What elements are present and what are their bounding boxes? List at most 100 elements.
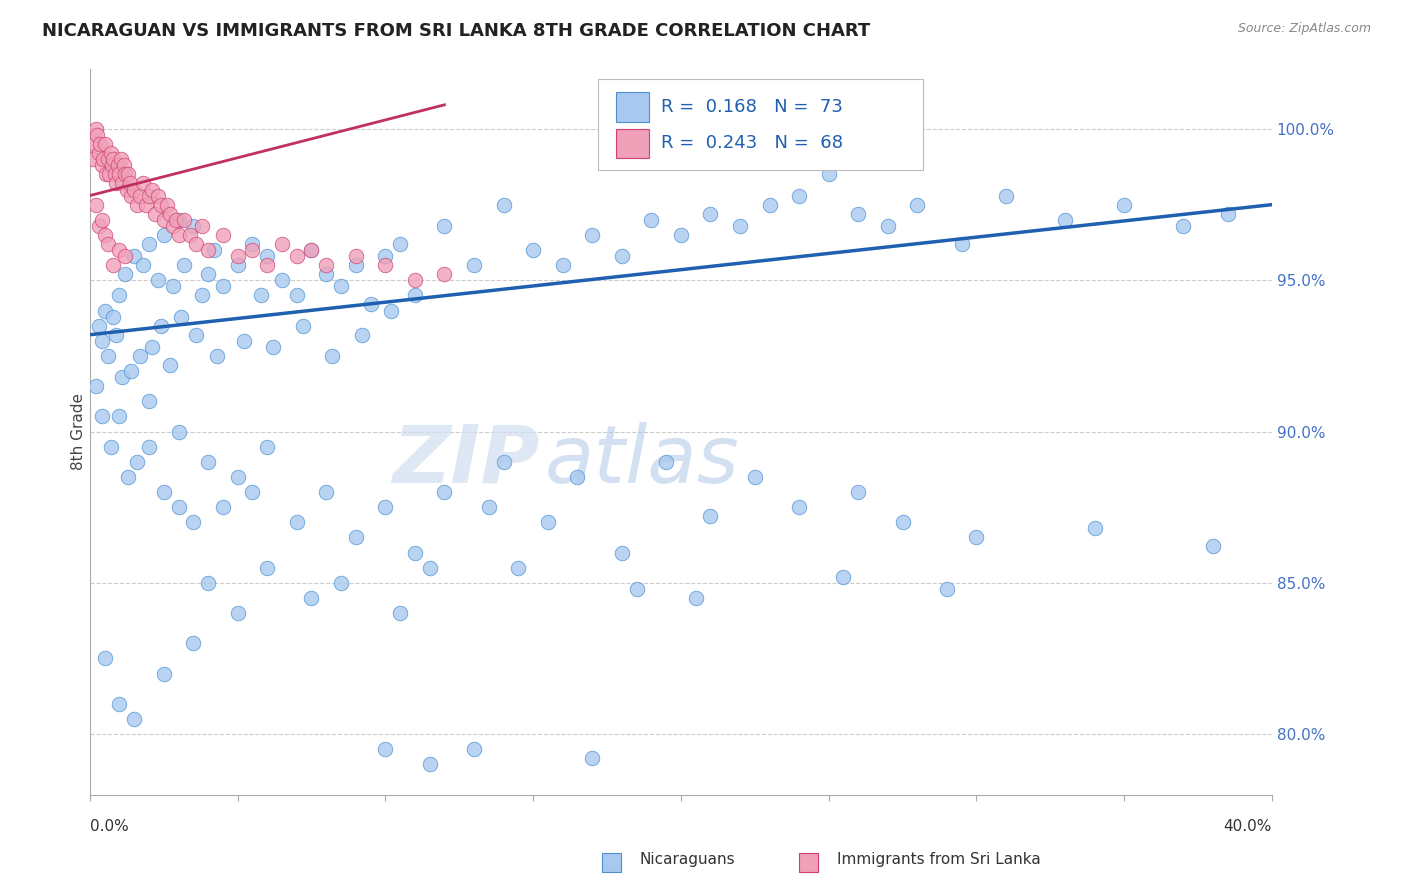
Point (191, 219, 214, 233)
Point (173, 212, 195, 227)
Point (97, 349, 120, 363)
Point (127, 197, 149, 211)
Point (138, 237, 160, 252)
Point (522, 243, 544, 257)
Point (108, 168, 131, 182)
Point (744, 470, 766, 484)
Point (1216, 207, 1239, 221)
Point (787, 500, 810, 515)
Point (167, 425, 190, 439)
Point (360, 297, 382, 311)
Point (315, 258, 337, 272)
Point (181, 515, 204, 529)
Point (226, 258, 249, 272)
Point (159, 207, 181, 221)
Point (97, 237, 120, 252)
Point (179, 227, 201, 242)
Point (90, 158, 112, 172)
Point (84, 122, 107, 136)
Text: Nicaraguans: Nicaraguans (640, 852, 735, 867)
Point (419, 757, 441, 772)
Point (117, 168, 139, 182)
Point (965, 530, 987, 544)
Point (152, 666, 174, 681)
Point (107, 158, 129, 172)
Point (301, 243, 323, 257)
Point (141, 182, 163, 196)
Point (115, 182, 138, 196)
Point (93, 227, 115, 242)
Point (138, 440, 160, 454)
Point (170, 310, 193, 324)
Point (90, 212, 112, 227)
Point (758, 197, 780, 211)
Point (191, 288, 214, 302)
Point (197, 267, 219, 281)
Point (699, 509, 721, 524)
Point (138, 394, 160, 409)
Point (846, 485, 869, 500)
Point (202, 243, 225, 257)
Point (211, 227, 233, 242)
Point (374, 249, 396, 263)
Point (492, 455, 515, 469)
Point (242, 237, 264, 252)
Point (152, 227, 174, 242)
Point (256, 258, 278, 272)
Point (84, 197, 107, 211)
Point (97, 153, 120, 167)
Point (105, 327, 128, 342)
Point (846, 207, 869, 221)
Text: Immigrants from Sri Lanka: Immigrants from Sri Lanka (837, 852, 1040, 867)
Text: NICARAGUAN VS IMMIGRANTS FROM SRI LANKA 8TH GRADE CORRELATION CHART: NICARAGUAN VS IMMIGRANTS FROM SRI LANKA … (42, 22, 870, 40)
Text: ZIP: ZIP (392, 422, 538, 500)
Point (135, 197, 157, 211)
Point (146, 273, 169, 287)
Point (120, 188, 142, 202)
Point (950, 237, 973, 252)
Point (108, 409, 131, 424)
Point (655, 455, 678, 469)
FancyBboxPatch shape (598, 79, 924, 170)
Point (105, 177, 128, 191)
Point (669, 227, 692, 242)
Point (551, 258, 574, 272)
Point (380, 303, 402, 318)
Point (226, 249, 249, 263)
Point (87, 219, 110, 233)
Point (699, 207, 721, 221)
Point (301, 591, 323, 605)
Point (167, 500, 190, 515)
Text: R =  0.243   N =  68: R = 0.243 N = 68 (661, 135, 842, 153)
Point (935, 582, 957, 596)
Point (162, 279, 184, 293)
Text: Source: ZipAtlas.com: Source: ZipAtlas.com (1237, 22, 1371, 36)
Point (90, 334, 112, 348)
Point (156, 197, 179, 211)
Point (152, 485, 174, 500)
Point (787, 188, 810, 202)
Point (389, 237, 412, 252)
Point (581, 751, 603, 765)
Point (104, 168, 127, 182)
Point (211, 500, 233, 515)
Point (186, 237, 208, 252)
Point (389, 606, 412, 620)
Point (1084, 521, 1107, 535)
Point (1114, 197, 1136, 211)
Point (87, 146, 110, 161)
Point (181, 219, 204, 233)
Point (132, 177, 155, 191)
Point (285, 515, 308, 529)
Point (93, 303, 115, 318)
Point (87, 318, 110, 333)
Point (433, 485, 456, 500)
Point (129, 188, 152, 202)
Point (344, 249, 367, 263)
Point (817, 168, 839, 182)
Point (138, 188, 160, 202)
Point (285, 288, 308, 302)
Point (98, 168, 121, 182)
Point (374, 500, 396, 515)
Point (433, 267, 456, 281)
